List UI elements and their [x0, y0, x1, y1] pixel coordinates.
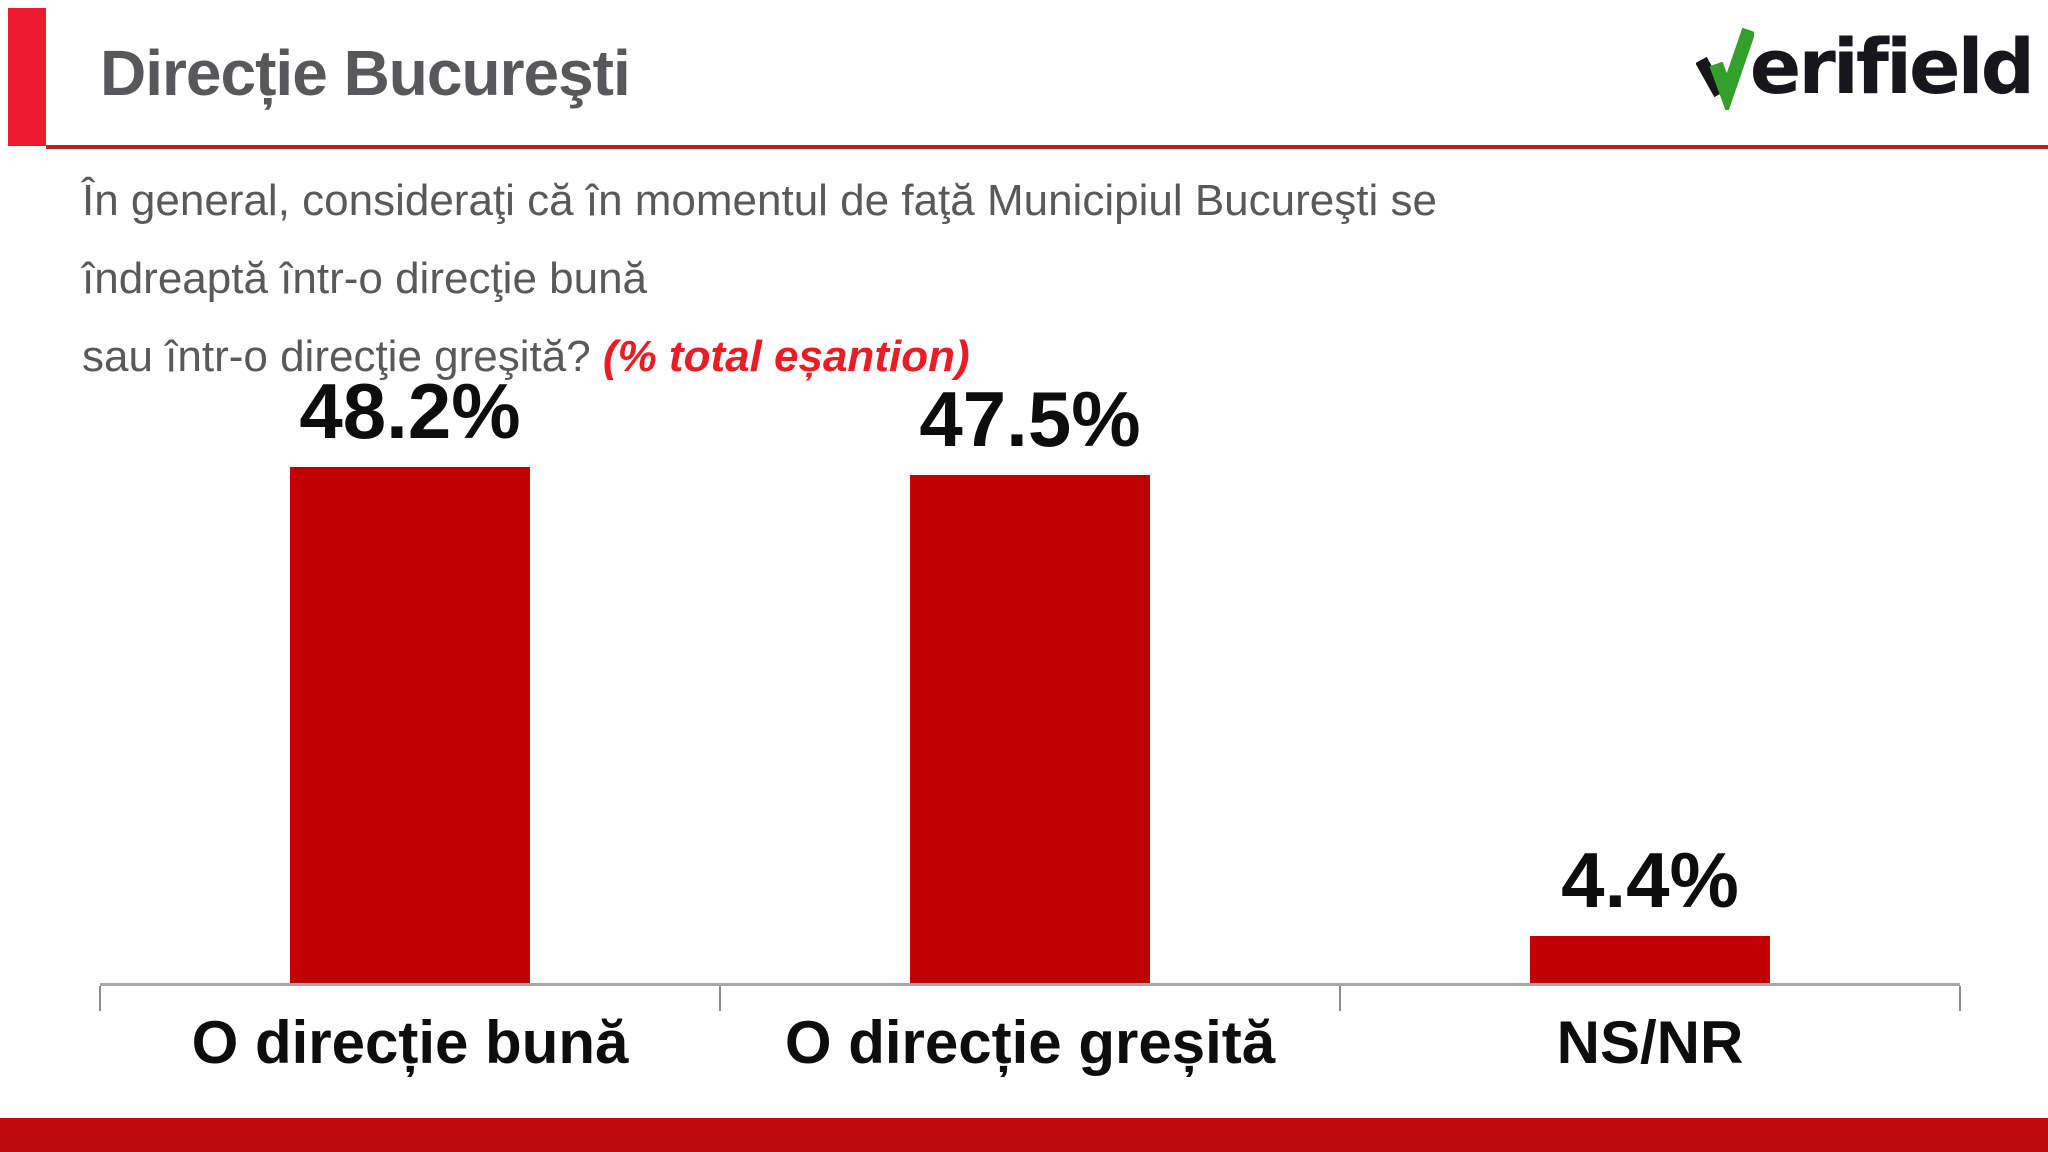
- bar-cell-1: 47.5%: [720, 340, 1340, 983]
- category-label-1: O direcție greșită: [784, 1009, 1276, 1076]
- survey-question: În general, consideraţi că în momentul d…: [82, 162, 1582, 396]
- x-axis-category-labels: O direcție bună O direcție greșită NS/NR: [100, 1008, 1960, 1077]
- bar-cell-0: 48.2%: [100, 340, 720, 983]
- sample-note: (% total eșantion): [602, 332, 970, 381]
- bar-chart-plot-area: 48.2% 47.5% 4.4%: [100, 340, 1960, 983]
- title-underline: [46, 145, 2048, 149]
- question-line-2-text: sau într-o direcţie greşită?: [82, 332, 591, 381]
- question-line-1: În general, consideraţi că în momentul d…: [82, 176, 1437, 303]
- x-axis-line: [99, 983, 1961, 1011]
- header-accent-bar: [8, 8, 46, 146]
- page-title: Direcție Bucureşti: [100, 37, 631, 109]
- bar-0: [290, 467, 530, 983]
- axis-tick-0: [99, 986, 101, 1011]
- category-label-0: O direcție bună: [191, 1009, 629, 1076]
- question-line-2: sau într-o direcţie greşită? (% total eș…: [82, 318, 1582, 396]
- verifield-logo-text: erifield: [1749, 22, 2035, 111]
- axis-tick-1: [718, 986, 721, 1011]
- verifield-logo: erifield: [1695, 22, 2035, 111]
- axis-tick-3: [1959, 986, 1961, 1011]
- footer-band: [0, 1118, 2048, 1152]
- bar-value-label-0: 48.2%: [299, 367, 521, 455]
- category-label-2: NS/NR: [1556, 1009, 1744, 1076]
- axis-tick-2: [1338, 986, 1341, 1011]
- verifield-check-icon: [1695, 27, 1754, 110]
- bar-value-label-1: 47.5%: [919, 375, 1141, 463]
- bar-value-label-2: 4.4%: [1561, 836, 1739, 924]
- bar-1: [910, 475, 1150, 983]
- bar-2: [1530, 936, 1770, 983]
- bar-cell-2: 4.4%: [1340, 340, 1960, 983]
